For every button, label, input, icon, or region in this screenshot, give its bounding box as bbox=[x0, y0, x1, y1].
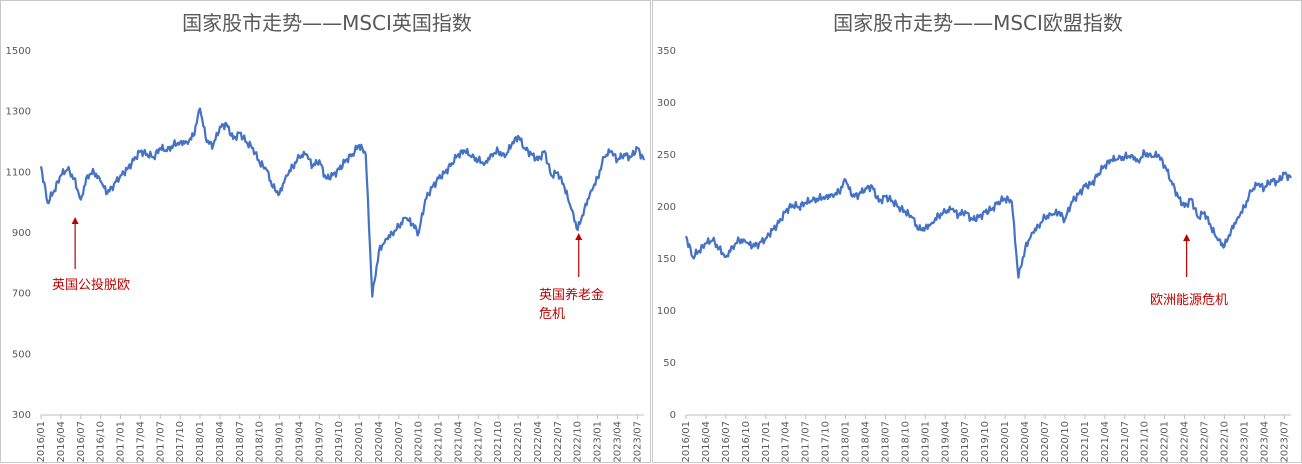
x-tick-label: 2016/01 bbox=[681, 421, 692, 463]
x-tick-label: 2016/04 bbox=[56, 421, 67, 463]
x-tick-label: 2018/07 bbox=[880, 421, 891, 463]
y-tick-label: 100 bbox=[657, 306, 676, 317]
x-tick-label: 2023/07 bbox=[1279, 421, 1290, 463]
x-tick-label: 2021/04 bbox=[1100, 421, 1111, 463]
x-tick-label: 2018/07 bbox=[235, 421, 246, 463]
x-tick-label: 2017/07 bbox=[801, 421, 812, 463]
annotation-pension-crisis-line2: 危机 bbox=[539, 307, 565, 322]
chart-title: 国家股市走势——MSCI英国指数 bbox=[182, 11, 472, 35]
y-tick-label: 500 bbox=[12, 349, 31, 360]
x-tick-label: 2021/04 bbox=[453, 421, 464, 463]
y-tick-label: 300 bbox=[12, 410, 31, 421]
y-tick-label: 900 bbox=[12, 228, 31, 239]
x-tick-label: 2019/04 bbox=[294, 421, 305, 463]
x-tick-label: 2023/04 bbox=[1259, 421, 1270, 463]
x-tick-label: 2018/10 bbox=[255, 421, 266, 463]
x-tick-label: 2019/04 bbox=[940, 421, 951, 463]
x-tick-label: 2022/10 bbox=[1220, 421, 1231, 463]
x-tick-label: 2022/04 bbox=[1180, 421, 1191, 463]
x-tick-label: 2020/01 bbox=[1000, 421, 1011, 463]
x-tick-label: 2017/04 bbox=[781, 421, 792, 463]
x-tick-label: 2021/10 bbox=[493, 421, 504, 463]
x-tick-label: 2019/01 bbox=[920, 421, 931, 463]
y-tick-label: 300 bbox=[657, 98, 676, 109]
x-tick-label: 2022/10 bbox=[573, 421, 584, 463]
eu-chart: 国家股市走势——MSCI欧盟指数 0 50 100 150 200 250 300 350 20… bbox=[657, 11, 1292, 463]
x-tick-label: 2017/10 bbox=[175, 421, 186, 463]
x-tick-label: 2020/07 bbox=[1040, 421, 1051, 463]
x-tick-label: 2019/10 bbox=[980, 421, 991, 463]
y-tick-label: 700 bbox=[12, 289, 31, 300]
y-tick-label: 150 bbox=[657, 254, 676, 265]
uk-chart-panel: 国家股市走势——MSCI英国指数 300 500 700 900 1100 1300 150… bbox=[0, 0, 651, 463]
uk-chart: 国家股市走势——MSCI英国指数 300 500 700 900 1100 1300 150… bbox=[6, 11, 646, 463]
x-tick-label: 2018/01 bbox=[195, 421, 206, 463]
x-tick-label: 2018/10 bbox=[900, 421, 911, 463]
y-tick-label: 1500 bbox=[6, 46, 31, 57]
x-tick-label: 2020/04 bbox=[374, 421, 385, 463]
x-tick-label: 2021/10 bbox=[1140, 421, 1151, 463]
y-tick-label: 1300 bbox=[6, 107, 31, 118]
x-tick-label: 2023/07 bbox=[632, 421, 643, 463]
annotation-pension-crisis: 英国养老金 bbox=[539, 287, 604, 303]
y-tick-label: 200 bbox=[657, 202, 676, 213]
x-tick-label: 2020/01 bbox=[354, 421, 365, 463]
annotation-arrow-head bbox=[71, 217, 79, 224]
x-tick-label: 2020/10 bbox=[414, 421, 425, 463]
x-tick-label: 2020/07 bbox=[394, 421, 405, 463]
y-tick-label: 350 bbox=[657, 46, 676, 57]
annotation-arrow-head bbox=[1183, 234, 1191, 241]
x-tick-label: 2021/07 bbox=[473, 421, 484, 463]
x-tick-label: 2019/01 bbox=[275, 421, 286, 463]
eu-chart-panel: 国家股市走势——MSCI欧盟指数 0 50 100 150 200 250 300 350 20… bbox=[652, 0, 1302, 463]
y-tick-label: 250 bbox=[657, 150, 676, 161]
x-tick-label: 2021/01 bbox=[1080, 421, 1091, 463]
x-tick-label: 2016/10 bbox=[96, 421, 107, 463]
x-tick-label: 2022/01 bbox=[513, 421, 524, 463]
x-tick-label: 2017/01 bbox=[761, 421, 772, 463]
x-tick-label: 2019/07 bbox=[314, 421, 325, 463]
series-line bbox=[39, 107, 646, 298]
x-tick-label: 2022/07 bbox=[553, 421, 564, 463]
annotation-brexit: 英国公投脱欧 bbox=[52, 277, 130, 293]
x-tick-label: 2022/01 bbox=[1160, 421, 1171, 463]
chart-title: 国家股市走势——MSCI欧盟指数 bbox=[833, 11, 1123, 35]
x-tick-label: 2018/01 bbox=[841, 421, 852, 463]
y-tick-label: 50 bbox=[663, 358, 676, 369]
x-tick-label: 2016/01 bbox=[36, 421, 47, 463]
x-tick-label: 2021/07 bbox=[1120, 421, 1131, 463]
x-tick-label: 2017/10 bbox=[821, 421, 832, 463]
x-tick-label: 2016/07 bbox=[721, 421, 732, 463]
x-tick-label: 2023/01 bbox=[593, 421, 604, 463]
x-tick-label: 2021/01 bbox=[434, 421, 445, 463]
x-tick-label: 2022/04 bbox=[533, 421, 544, 463]
x-tick-label: 2018/04 bbox=[215, 421, 226, 463]
x-tick-label: 2022/07 bbox=[1200, 421, 1211, 463]
x-tick-label: 2017/07 bbox=[155, 421, 166, 463]
x-tick-label: 2023/01 bbox=[1239, 421, 1250, 463]
annotation-energy-crisis: 欧洲能源危机 bbox=[1150, 293, 1228, 308]
y-tick-label: 0 bbox=[670, 410, 676, 421]
annotation-arrow-head bbox=[575, 233, 583, 240]
x-tick-label: 2019/07 bbox=[960, 421, 971, 463]
x-tick-label: 2019/10 bbox=[334, 421, 345, 463]
x-tick-label: 2016/07 bbox=[76, 421, 87, 463]
x-tick-label: 2023/04 bbox=[612, 421, 623, 463]
x-tick-label: 2017/01 bbox=[116, 421, 127, 463]
x-tick-label: 2016/10 bbox=[741, 421, 752, 463]
x-tick-label: 2020/04 bbox=[1020, 421, 1031, 463]
y-tick-label: 1100 bbox=[6, 167, 31, 178]
x-tick-label: 2016/04 bbox=[701, 421, 712, 463]
x-tick-label: 2018/04 bbox=[861, 421, 872, 463]
x-tick-label: 2017/04 bbox=[135, 421, 146, 463]
series-line bbox=[684, 149, 1292, 279]
x-tick-label: 2020/10 bbox=[1060, 421, 1071, 463]
